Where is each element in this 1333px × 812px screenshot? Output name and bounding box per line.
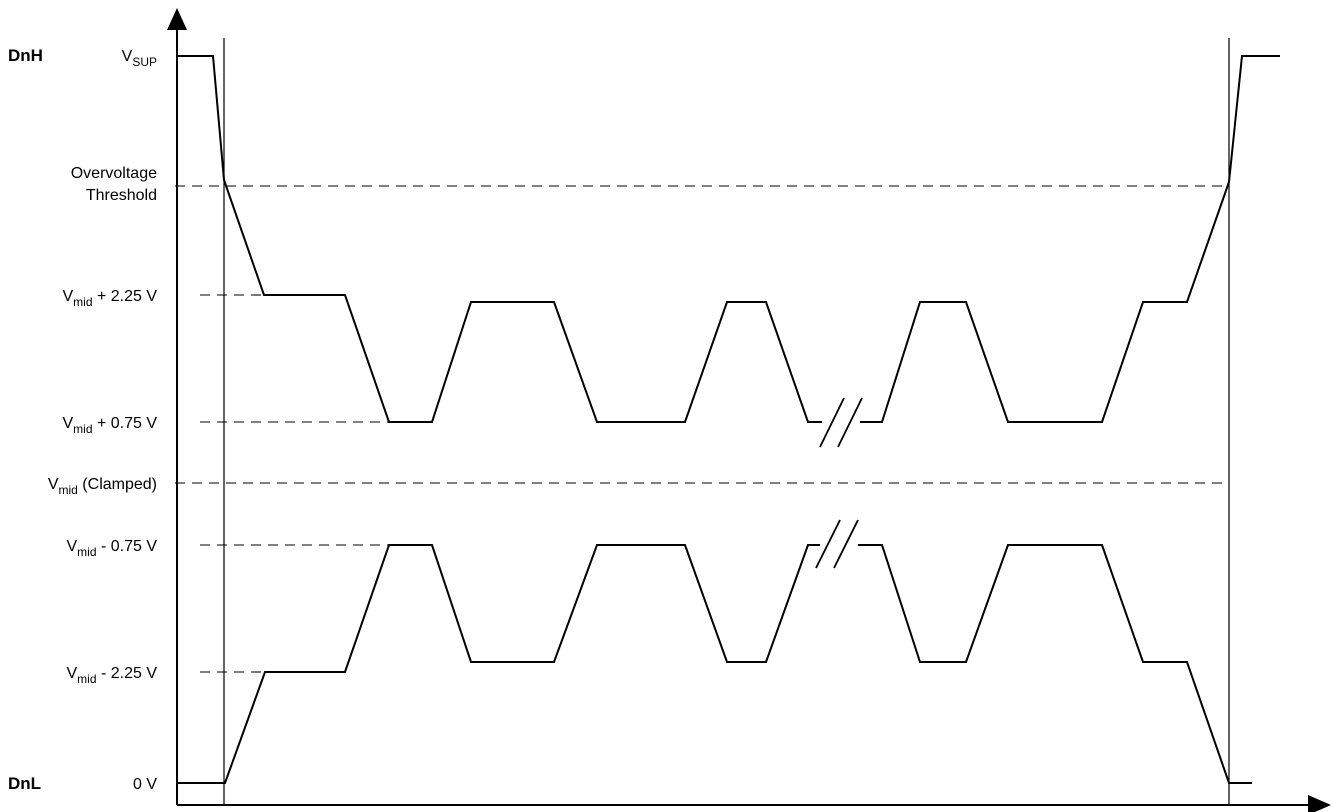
level-overvoltage-line1: Overvoltage [71,165,157,182]
signal-dnh-label: DnH [8,46,43,65]
dnh-waveform [177,55,1280,423]
level-zero-label: 0 V [133,776,157,793]
time-break-lower [815,519,859,569]
time-break-upper [819,397,863,448]
level-vmid-m075-label: Vmid - 0.75 V [67,538,158,559]
level-vmid-p225-label: Vmid + 2.25 V [62,288,157,309]
level-vmid-clamped-label: Vmid (Clamped) [48,476,157,497]
level-overvoltage-line2: Threshold [86,187,157,204]
dnl-waveform [177,544,1252,784]
x-axis-arrow [1308,795,1331,812]
level-vsup-label: VSUP [122,48,157,69]
y-axis-arrow [167,8,187,30]
axes [167,8,1331,812]
reference-levels [175,185,1229,673]
level-vmid-m225-label: Vmid - 2.25 V [67,665,158,686]
level-vmid-p075-label: Vmid + 0.75 V [62,415,157,436]
signal-dnl-label: DnL [8,774,41,793]
